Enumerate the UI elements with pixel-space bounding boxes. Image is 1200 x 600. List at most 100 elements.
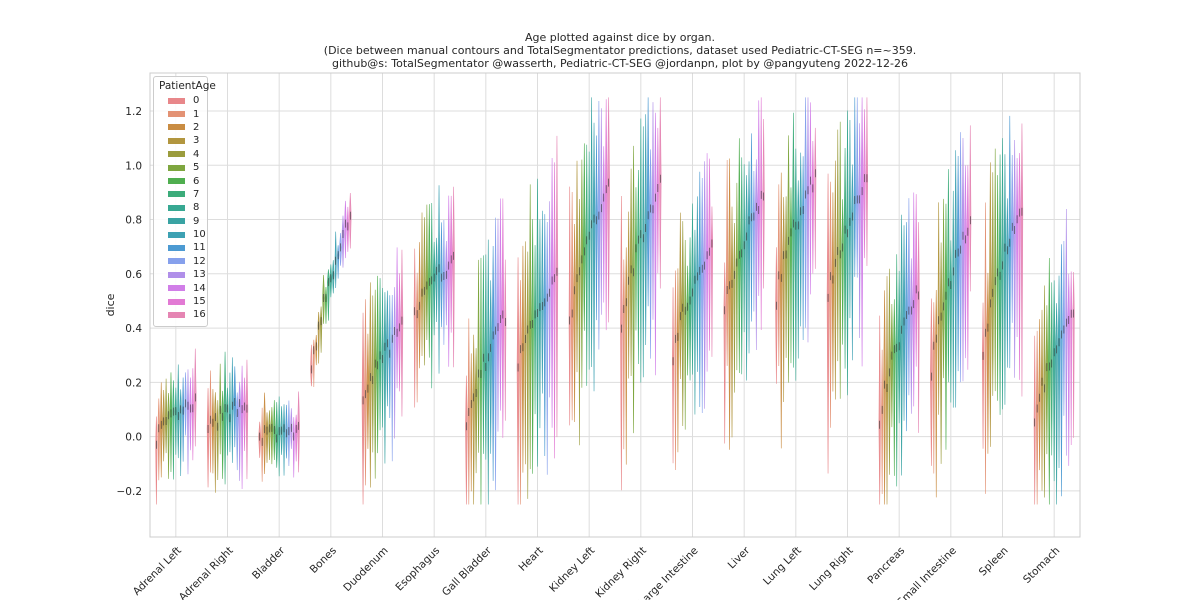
violin-mark xyxy=(155,416,158,505)
x-tick-label: Duodenum xyxy=(341,545,390,594)
violin-mark xyxy=(642,126,645,378)
violin-mark xyxy=(413,248,416,408)
violin-mark xyxy=(519,280,522,505)
legend-swatch xyxy=(168,111,185,118)
violin-mark xyxy=(189,377,192,451)
violin-mark xyxy=(391,294,394,462)
violin-mark xyxy=(373,289,377,479)
violin-mark xyxy=(982,302,985,449)
legend-item: 14 xyxy=(159,281,207,294)
violin-mark xyxy=(1010,154,1014,323)
violin-mark xyxy=(605,99,608,331)
violin-mark xyxy=(216,400,219,480)
violin-mark xyxy=(730,206,734,438)
violin-mark xyxy=(494,217,497,491)
legend-item: 2 xyxy=(159,121,207,134)
violin-mark xyxy=(750,133,753,322)
violin-mark xyxy=(811,140,815,274)
legend-swatch xyxy=(168,164,185,171)
violin-mark xyxy=(829,181,832,428)
violin-mark xyxy=(703,161,706,409)
violin-mark xyxy=(799,152,802,327)
violin-mark xyxy=(932,302,935,474)
violin-mark xyxy=(182,377,185,462)
violin-mark xyxy=(550,158,554,428)
violin-mark xyxy=(1013,139,1016,378)
violin-mark xyxy=(449,195,453,333)
violin-mark xyxy=(240,365,244,489)
legend: PatientAge 0 1 2 3 4 5 6 7 8 9 10 11 12 13 14 15 16 xyxy=(153,76,216,327)
violin-mark xyxy=(1057,275,1061,468)
violin-mark xyxy=(893,299,896,476)
violin-mark xyxy=(625,247,628,465)
violin-mark xyxy=(1052,280,1056,482)
violin-mark xyxy=(278,396,281,477)
y-tick-label: 0.8 xyxy=(125,215,142,227)
violin-mark xyxy=(1045,305,1049,455)
chart-title-line-3: github@s: TotalSegmentator @wasserth, Pe… xyxy=(332,57,908,70)
violin-mark xyxy=(969,125,972,292)
violin-mark xyxy=(1055,303,1058,505)
violin-mark xyxy=(622,259,625,450)
violin-mark xyxy=(672,287,675,464)
violin-mark xyxy=(341,215,345,268)
violin-mark xyxy=(263,392,266,474)
violin-mark xyxy=(477,259,480,453)
x-tick-label: Liver xyxy=(726,544,753,571)
chart-title-line-1: Age plotted against dice by organ. xyxy=(524,31,716,44)
legend-item: 8 xyxy=(159,201,207,214)
violin-mark xyxy=(369,282,372,488)
violin-mark xyxy=(895,254,898,487)
violin-mark xyxy=(1070,271,1073,445)
violin-mark xyxy=(1048,258,1051,505)
legend-label: 7 xyxy=(193,188,200,200)
violin-mark xyxy=(447,195,450,367)
violin-mark xyxy=(1015,158,1019,337)
violin-mark xyxy=(780,172,783,449)
violin-mark xyxy=(543,214,546,457)
violin-mark xyxy=(1067,273,1070,466)
violin-mark xyxy=(984,202,987,494)
violin-mark xyxy=(745,175,748,381)
y-tick-label: 0.2 xyxy=(125,377,142,389)
violin-mark xyxy=(437,185,441,374)
violin-mark xyxy=(521,245,525,473)
violin-mark xyxy=(590,97,593,368)
violin-mark xyxy=(546,222,549,475)
violin-mark xyxy=(400,249,404,417)
x-tick-label: Lung Left xyxy=(761,545,804,588)
violin-mark xyxy=(211,388,215,474)
violin-mark xyxy=(910,258,913,414)
y-axis: −0.2 0.0 0.2 0.4 0.6 0.8 1.0 1.2 xyxy=(117,106,143,498)
violin-mark xyxy=(435,237,438,323)
violin-mark xyxy=(489,280,492,454)
violin-mark xyxy=(883,290,886,505)
violin-mark xyxy=(470,353,473,492)
legend-item: 4 xyxy=(159,148,207,161)
violin-mark xyxy=(442,220,445,345)
violin-mark xyxy=(578,198,581,446)
violin-mark xyxy=(553,162,556,459)
violin-mark xyxy=(654,112,657,376)
violin-mark xyxy=(327,269,330,321)
violin-mark xyxy=(878,315,881,505)
violin-mark xyxy=(688,237,692,381)
violin-mark xyxy=(607,97,610,323)
legend-label: 3 xyxy=(193,135,200,147)
legend-label: 10 xyxy=(193,229,206,241)
violin-mark xyxy=(582,143,586,331)
violin-mark xyxy=(863,109,866,259)
y-axis-label: dice xyxy=(104,293,117,316)
x-tick-label: Lung Right xyxy=(807,545,856,594)
violin-mark xyxy=(206,388,210,488)
legend-label: 1 xyxy=(193,108,200,120)
violin-mark xyxy=(226,387,229,456)
violin-mark xyxy=(952,190,955,408)
violin-mark xyxy=(930,298,933,466)
legend-item: 11 xyxy=(159,241,207,254)
violin-mark xyxy=(676,268,679,453)
legend-swatch xyxy=(168,204,185,211)
legend-swatch xyxy=(168,285,185,292)
violin-mark xyxy=(1065,209,1068,456)
legend-swatch xyxy=(168,311,185,318)
